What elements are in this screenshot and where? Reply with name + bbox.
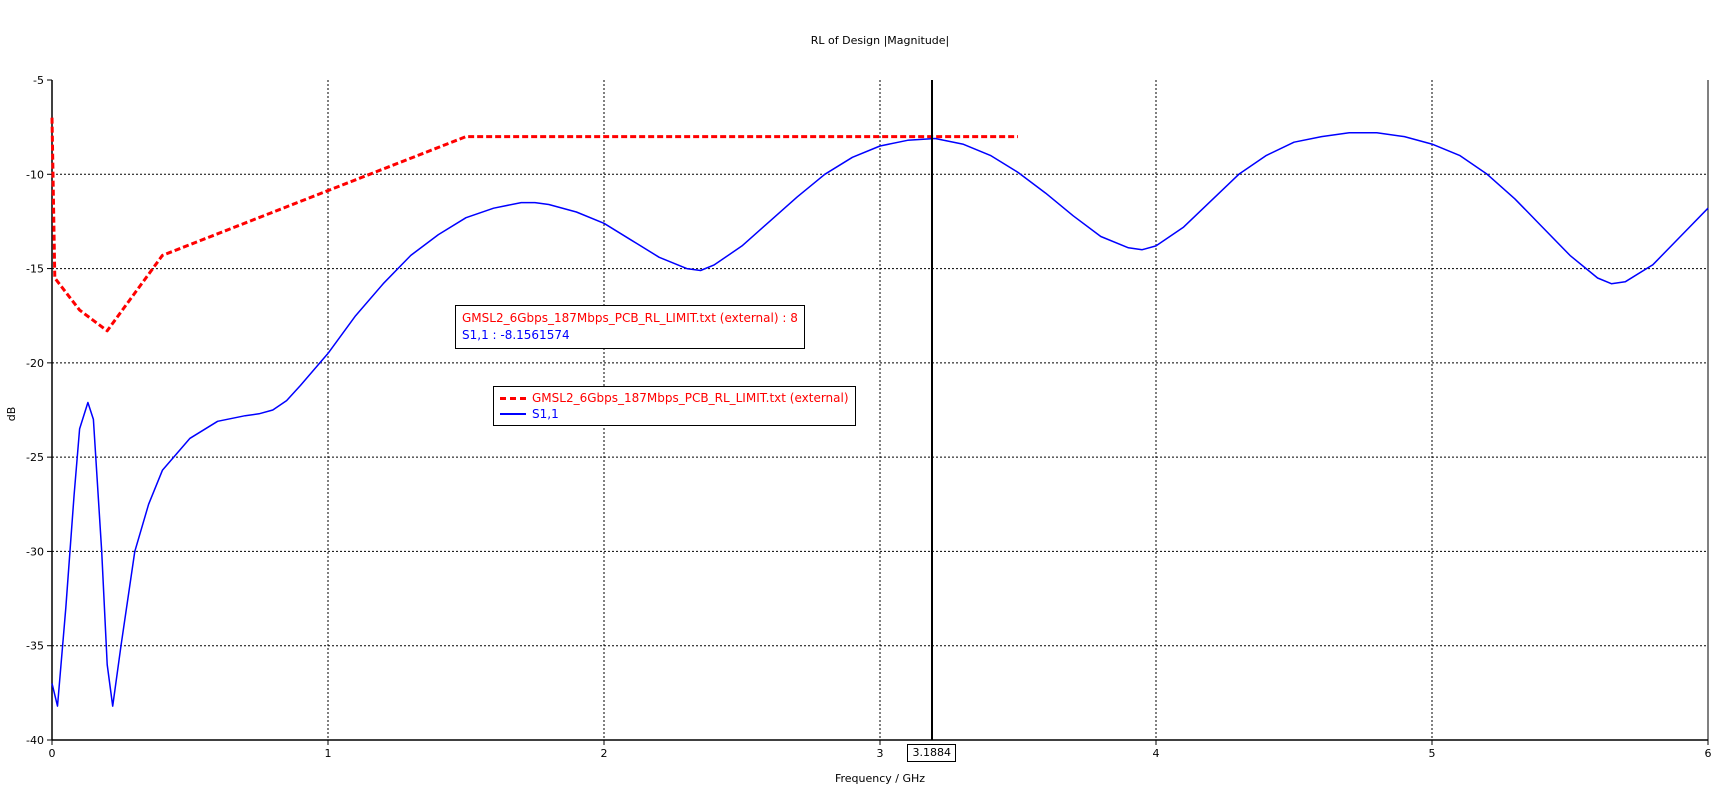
x-axis-title: Frequency / GHz [835, 772, 925, 785]
x-tick-label: 0 [49, 747, 56, 760]
chart-title: RL of Design |Magnitude| [811, 34, 950, 47]
legend-label-limit: GMSL2_6Gbps_187Mbps_PCB_RL_LIMIT.txt (ex… [532, 391, 849, 405]
legend-item-limit: GMSL2_6Gbps_187Mbps_PCB_RL_LIMIT.txt (ex… [500, 390, 849, 406]
x-tick-label: 4 [1153, 747, 1160, 760]
legend[interactable]: GMSL2_6Gbps_187Mbps_PCB_RL_LIMIT.txt (ex… [493, 386, 856, 426]
limit-line-series [50, 117, 1018, 333]
y-tick-label: -30 [26, 545, 44, 558]
y-tick-label: -35 [26, 640, 44, 653]
series-lines [50, 117, 1709, 707]
y-tick-label: -5 [33, 74, 44, 87]
legend-swatch-limit [500, 396, 526, 400]
y-tick-label: -20 [26, 357, 44, 370]
legend-swatch-s11 [500, 413, 526, 415]
marker-readout-box[interactable]: GMSL2_6Gbps_187Mbps_PCB_RL_LIMIT.txt (ex… [455, 305, 805, 349]
s11-series [51, 132, 1709, 707]
readout-limit-value: GMSL2_6Gbps_187Mbps_PCB_RL_LIMIT.txt (ex… [462, 311, 798, 325]
marker-x-readout[interactable]: 3.1884 [907, 744, 956, 762]
y-tick-label: -25 [26, 451, 44, 464]
x-tick-label: 3 [877, 747, 884, 760]
x-tick-label: 1 [325, 747, 332, 760]
y-axis-title: dB [5, 407, 18, 422]
y-tick-label: -15 [26, 263, 44, 276]
x-tick-label: 2 [601, 747, 608, 760]
readout-s11-value: S1,1 : -8.1561574 [462, 328, 570, 342]
y-tick-label: -10 [26, 168, 44, 181]
x-tick-label: 5 [1429, 747, 1436, 760]
tick-labels: 0 1 2 3 4 5 6 -5 -10 -15 -20 -25 -30 -35 -40 [26, 74, 1711, 760]
legend-item-s11: S1,1 [500, 406, 849, 422]
grid-lines [52, 80, 1708, 740]
x-tick-label: 6 [1705, 747, 1712, 760]
y-tick-label: -40 [26, 734, 44, 747]
legend-label-s11: S1,1 [532, 407, 559, 421]
